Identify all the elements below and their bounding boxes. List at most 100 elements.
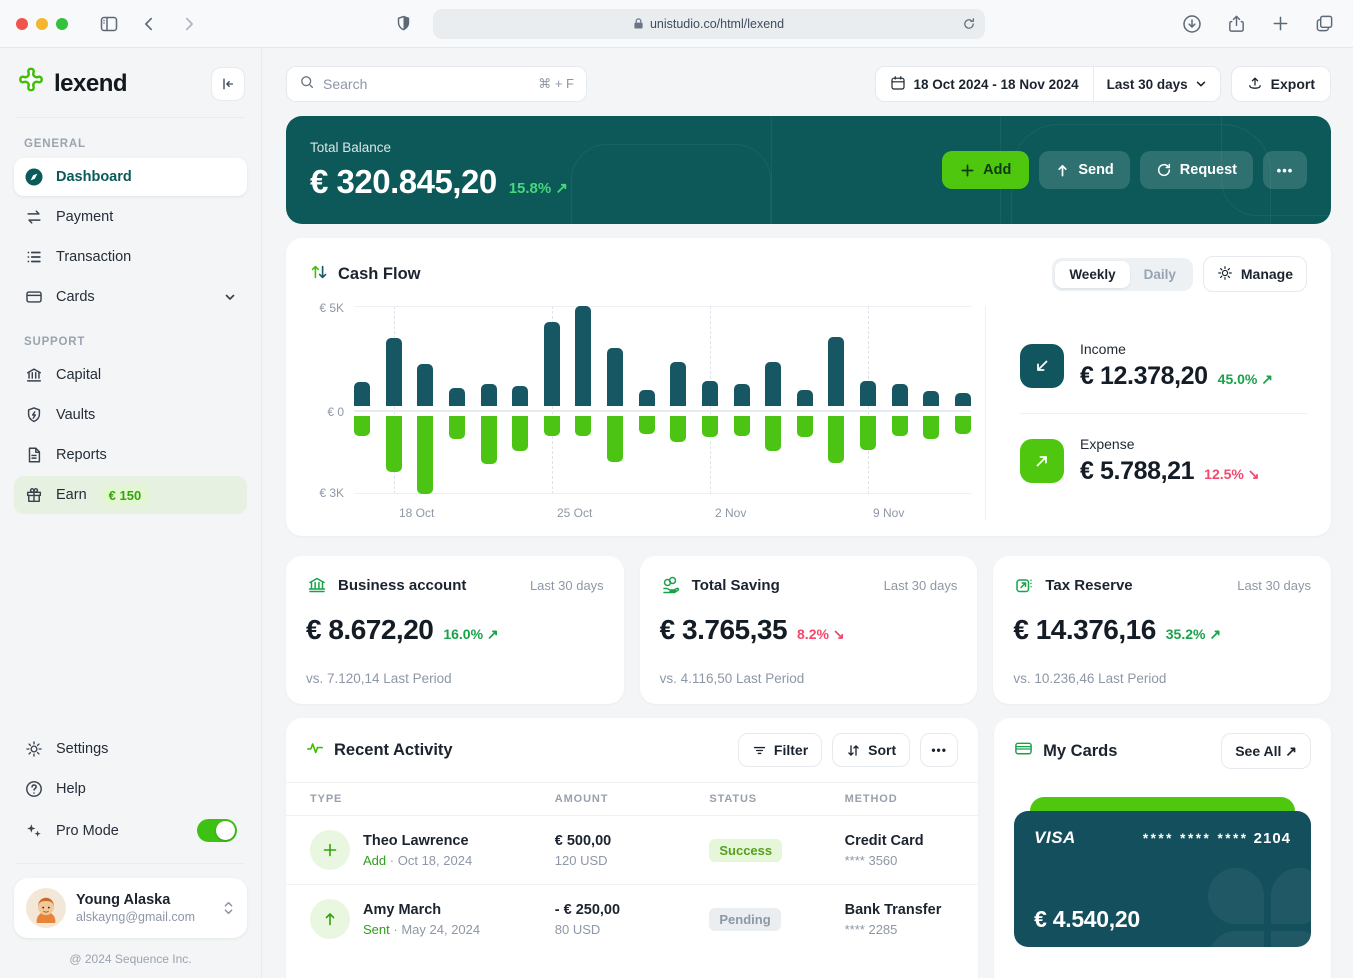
cashflow-bar-income [575, 306, 592, 406]
sidebar-item-help[interactable]: Help [14, 770, 247, 808]
sidebar-item-reports[interactable]: Reports [14, 436, 247, 474]
back-icon[interactable] [136, 11, 162, 37]
search-shortcut: ⌘ + F [538, 76, 574, 91]
cashflow-bar-expense [385, 416, 402, 472]
request-button[interactable]: Request [1139, 151, 1253, 189]
sidebar-item-earn[interactable]: Earn € 150 [14, 476, 247, 514]
cashflow-bar-income [701, 381, 718, 406]
cash-flow-chart: € 5K € 0 € 3K 18 Oct 25 Oct 2 Nov 9 Nov [310, 301, 971, 520]
earn-badge: € 150 [100, 485, 150, 505]
tab-weekly[interactable]: Weekly [1055, 260, 1130, 288]
cashflow-bar-income [480, 384, 497, 406]
stat-title: Tax Reserve [1045, 576, 1133, 594]
zoom-window-button[interactable] [56, 17, 68, 30]
cashflow-bar-income [828, 337, 845, 406]
visa-card[interactable]: VISA **** **** **** 2104 € 4.540,20 [1014, 811, 1312, 947]
sidebar-item-label: Help [56, 781, 86, 797]
downloads-icon[interactable] [1179, 11, 1205, 37]
cashflow-bar-expense [765, 416, 782, 451]
export-button[interactable]: Export [1230, 66, 1331, 102]
main-content: ⌘ + F 18 Oct 2024 - 18 Nov 2024 Last 30 … [262, 48, 1353, 978]
col-status: STATUS [709, 793, 758, 805]
manage-button[interactable]: Manage [1202, 256, 1307, 292]
add-button[interactable]: Add [942, 151, 1030, 189]
forward-icon[interactable] [176, 11, 202, 37]
sidebar-toggle-icon[interactable] [96, 11, 122, 37]
cashflow-bar-expense [701, 416, 718, 437]
status-badge: Success [709, 838, 783, 862]
sidebar-item-vaults[interactable]: Vaults [14, 396, 247, 434]
tab-overview-icon[interactable] [1311, 11, 1337, 37]
share-icon[interactable] [1223, 11, 1249, 37]
expense-change: 12.5% ↘ [1204, 465, 1260, 482]
sidebar-item-transaction[interactable]: Transaction [14, 238, 247, 276]
user-account-card[interactable]: Young Alaska alskayng@gmail.com [14, 878, 247, 938]
period-select[interactable]: Last 30 days [1094, 77, 1220, 92]
x-tick: 25 Oct [557, 506, 593, 520]
sidebar-item-dashboard[interactable]: Dashboard [14, 158, 247, 196]
x-tick: 18 Oct [399, 506, 435, 520]
copyright: @ 2024 Sequence Inc. [69, 952, 192, 966]
date-range-text: 18 Oct 2024 - 18 Nov 2024 [913, 76, 1079, 92]
chevron-down-icon[interactable] [223, 290, 237, 304]
minimize-window-button[interactable] [36, 17, 48, 30]
stat-change: 16.0% ↗ [443, 626, 499, 642]
recent-activity-card: Recent Activity Filter Sort ••• [286, 718, 979, 978]
pro-mode-toggle[interactable] [197, 819, 237, 842]
sidebar-item-capital[interactable]: Capital [14, 356, 247, 394]
stat-period: Last 30 days [1237, 577, 1312, 593]
filter-button[interactable]: Filter [737, 733, 823, 767]
total-balance-card: Total Balance € 320.845,20 15.8% ↗ Add S… [286, 116, 1331, 224]
privacy-shield-icon[interactable] [391, 11, 417, 37]
avatar [26, 888, 66, 928]
close-window-button[interactable] [16, 17, 28, 30]
app-logo[interactable]: lexend [16, 66, 128, 101]
sort-button[interactable]: Sort [832, 733, 911, 767]
compass-icon [24, 167, 44, 187]
stat-change: 35.2% ↗ [1165, 626, 1222, 642]
date-range-button[interactable]: 18 Oct 2024 - 18 Nov 2024 [876, 75, 1093, 94]
balance-change: 15.8% ↗ [508, 179, 568, 197]
activity-row[interactable]: Amy March Sent · May 24, 2024 - € 250,00… [286, 884, 979, 953]
account-switcher-icon[interactable] [222, 900, 235, 916]
sidebar-item-label: Reports [56, 447, 107, 463]
tab-daily[interactable]: Daily [1143, 266, 1176, 282]
sidebar: lexend GENERAL Dashboard Payment Transactio… [0, 48, 262, 978]
sidebar-item-cards[interactable]: Cards [14, 278, 247, 316]
activity-method: Credit Card [844, 832, 924, 849]
activity-more-button[interactable]: ••• [920, 733, 959, 767]
chart-plot-area: 18 Oct 25 Oct 2 Nov 9 Nov [354, 306, 971, 520]
date-range-control: 18 Oct 2024 - 18 Nov 2024 Last 30 days [874, 66, 1221, 102]
send-button[interactable]: Send [1039, 151, 1130, 189]
list-icon [24, 247, 44, 267]
sidebar-item-payment[interactable]: Payment [14, 198, 247, 236]
balance-more-button[interactable]: ••• [1263, 151, 1307, 189]
transfer-icon [24, 207, 44, 227]
cashflow-bar-expense [417, 416, 434, 494]
activity-title: Recent Activity [334, 740, 453, 759]
sidebar-item-pro-mode[interactable]: Pro Mode [14, 810, 247, 851]
cashflow-bar-income [543, 322, 560, 406]
credit-card-icon [1014, 739, 1033, 763]
help-icon [24, 779, 44, 799]
search-icon [299, 74, 315, 95]
see-all-button[interactable]: See All ↗ [1221, 733, 1312, 769]
address-bar[interactable]: unistudio.co/html/lexend [432, 8, 985, 39]
new-tab-icon[interactable] [1267, 11, 1293, 37]
cashflow-bar-income [860, 381, 876, 406]
expense-arrow-icon [1020, 438, 1064, 483]
sidebar-item-settings[interactable]: Settings [14, 730, 247, 768]
activity-method: Bank Transfer [844, 901, 942, 918]
status-badge: Pending [709, 907, 781, 931]
activity-row[interactable]: Theo Lawrence Add · Oct 18, 2024 € 500,0… [286, 816, 978, 884]
stat-comparison: vs. 4.116,50 Last Period [659, 671, 805, 686]
divider [16, 117, 245, 118]
search-input[interactable] [323, 76, 531, 92]
y-tick: € 5K [319, 301, 344, 315]
activity-amount-sub: 80 USD [554, 921, 601, 937]
sidebar-collapse-button[interactable] [211, 66, 245, 101]
shield-bolt-icon [24, 405, 44, 425]
activity-table-header: TYPE AMOUNT STATUS METHOD [286, 782, 979, 816]
reload-icon[interactable] [962, 17, 976, 31]
cashflow-bar-income [448, 388, 465, 406]
